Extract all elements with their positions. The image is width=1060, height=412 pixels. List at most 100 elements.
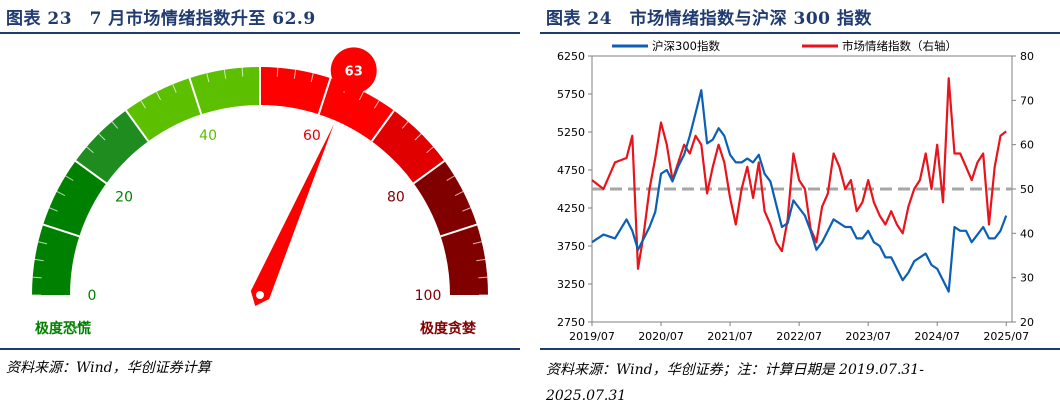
gauge-minor-tick [293,69,297,79]
legend-label: 沪深300指数 [652,39,720,53]
y-left-tick-label: 4250 [557,202,585,215]
gauge-minor-tick [140,100,146,109]
title-divider [540,32,1060,34]
line-source-note-line1: 资料来源：Wind，华创证券；注：计算日期是 2019.07.31- [546,362,924,378]
line-chart-panel: 图表 24 市场情绪指数与沪深 300 指数 2750 3250 3750 4250 4… [540,0,1060,412]
gauge-band-0 [32,160,107,295]
gauge-tick-label: 80 [387,189,405,205]
gauge-major-separator [440,223,478,238]
gauge-minor-tick [426,146,434,154]
x-tick-label: 2024/07 [914,330,960,343]
gauge-minor-tick [276,67,279,77]
gauge-minor-tick [206,73,210,83]
title-divider [0,32,520,34]
y-right-tick-label: 40 [1020,227,1034,240]
gauge-band-4 [371,110,445,184]
gauge-minor-tick [98,133,106,141]
extreme-greed-label: 极度贪婪 [420,320,476,337]
y-right-tick-label: 30 [1020,272,1034,285]
y-right-tick-label: 60 [1020,139,1034,152]
x-tick-label: 2023/07 [845,330,891,343]
gauge-minor-tick [478,276,488,279]
gauge-bands [32,67,488,295]
gauge-major-separator [413,160,446,185]
gauge-needle [250,124,334,307]
y-left-tick-label: 6250 [557,50,585,63]
series-group [591,77,1008,293]
gauge-major-separator [125,109,150,142]
gauge-minor-tick [111,121,119,129]
y-right-tick-label: 20 [1020,316,1034,329]
gauge-minor-tick [358,91,364,101]
y-left-tick-label: 5250 [557,126,585,139]
gauge-minor-tick [156,91,162,101]
gauge-major-separator [188,77,203,115]
gauge-separators [42,67,478,238]
gauge-figure-title: 图表 23 7 月市场情绪指数升至 62.9 [6,9,316,29]
gauge-band-3 [260,67,395,142]
x-tick-label: 2020/07 [638,330,684,343]
gauge-needle-hub [256,291,264,299]
gauge-band-5 [413,160,488,295]
csi300-line [591,89,1008,293]
gauge-minor-tick [56,191,66,197]
gauge-minor-tick [374,100,380,109]
gauge-tick-label: 60 [303,128,321,144]
gauge-minor-tick [86,146,94,154]
gauge-band-2 [125,67,261,142]
gauge-minor-tick [476,258,486,262]
gauge-source-note: 资料来源：Wind，华创证券计算 [6,360,211,376]
y-right-tick-label: 50 [1020,183,1034,196]
gauge-minor-tick [223,69,227,79]
source-divider [0,348,520,350]
y-left-tick-label: 5750 [557,88,585,101]
y-right-tick-label: 70 [1020,94,1034,107]
gauge-minor-tick [414,133,422,141]
gauge-minor-tick [34,258,44,262]
gauge-value-label: 63 [345,64,363,79]
line-figure-title: 图表 24 市场情绪指数与沪深 300 指数 [546,9,872,29]
gauge-tick-label: 20 [115,189,133,205]
x-tick-label: 2021/07 [707,330,753,343]
gauge-minor-tick [310,73,314,83]
gauge-minor-tick [172,84,177,93]
y-left-tick-label: 4750 [557,164,585,177]
gauge-minor-tick [472,241,482,245]
gauge-tick-labels: 0 20 40 60 80 100 [88,128,442,304]
extreme-fear-label: 极度恐慌 [35,320,91,337]
gauge-minor-tick [38,241,48,245]
gauge-tick-label: 100 [415,288,442,304]
gauge-minor-tick [454,191,464,197]
legend: 沪深300指数 市场情绪指数（右轴） [612,39,957,53]
gauge-tick-label: 0 [88,288,97,304]
gauge-minor-tick [32,276,42,279]
gauge-major-separator [42,223,80,238]
gauge-panel: 图表 23 7 月市场情绪指数升至 62.9 0 20 40 60 80 100 63 极… [0,0,520,412]
gauge-needle-group: 63 [250,47,377,307]
x-tick-label: 2019/07 [569,330,615,343]
gauge-major-separator [370,109,395,142]
gauge-minor-tick [446,175,455,181]
sentiment-gauge: 0 20 40 60 80 100 63 极度恐慌 极度贪婪 [32,47,488,337]
source-divider [540,348,1060,350]
sentiment-vs-csi300-chart: 2750 3250 3750 4250 4750 5250 5750 6250 20 30 40 50… [557,39,1034,343]
sentiment-line [591,77,1007,270]
gauge-major-separator [317,77,332,115]
chart-axes: 2750 3250 3750 4250 4750 5250 5750 6250 20 30 40 50… [557,50,1034,343]
gauge-tick-label: 40 [199,128,217,144]
y-right-tick-label: 80 [1020,50,1034,63]
gauge-value-bubble [330,47,377,94]
gauge-minor-tick [49,207,58,212]
x-tick-label: 2022/07 [776,330,822,343]
gauge-minor-tick [462,207,471,212]
gauge-minor-tick [65,175,74,181]
y-left-tick-label: 3250 [557,278,585,291]
x-tick-label: 2025/07 [983,330,1029,343]
legend-label: 市场情绪指数（右轴） [842,39,957,53]
y-left-tick-label: 2750 [557,316,585,329]
gauge-band-1 [75,110,149,184]
line-source-note-line2: 2025.07.31 [546,388,627,404]
gauge-major-separator [74,160,107,185]
gauge-minor-tick [241,67,244,77]
gauge-minor-tick [401,121,409,129]
